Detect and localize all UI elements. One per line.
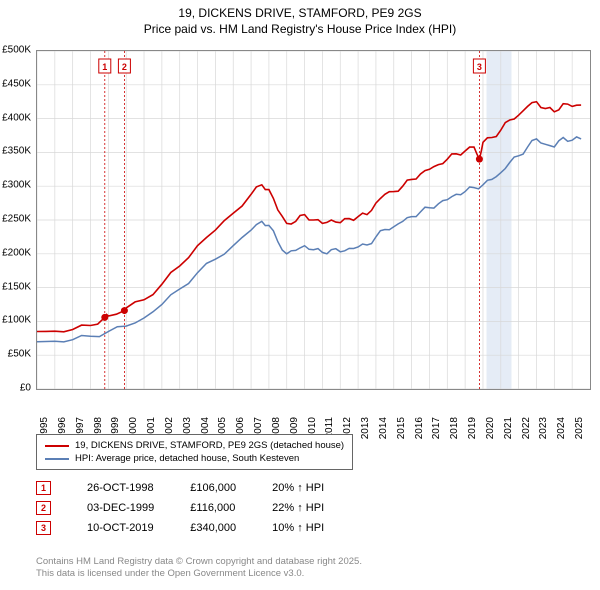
event-delta: 20% ↑ HPI xyxy=(272,478,360,498)
event-row: 3 10-OCT-2019 £340,000 10% ↑ HPI xyxy=(36,518,360,538)
x-axis-label: 2017 xyxy=(431,417,442,439)
svg-text:2: 2 xyxy=(122,62,127,72)
event-date: 10-OCT-2019 xyxy=(87,518,190,538)
y-axis-label: £350K xyxy=(0,146,31,157)
x-axis-label: 2014 xyxy=(378,417,389,439)
x-axis-label: 2013 xyxy=(360,417,371,439)
event-marker: 2 xyxy=(36,501,51,515)
x-axis-label: 2023 xyxy=(538,417,549,439)
event-price: £116,000 xyxy=(190,498,272,518)
legend: 19, DICKENS DRIVE, STAMFORD, PE9 2GS (de… xyxy=(36,434,353,470)
y-axis-label: £500K xyxy=(0,45,31,56)
legend-swatch xyxy=(45,445,69,447)
x-axis-label: 2025 xyxy=(574,417,585,439)
y-axis-label: £0 xyxy=(0,383,31,394)
chart-container: 19, DICKENS DRIVE, STAMFORD, PE9 2GS Pri… xyxy=(0,0,600,590)
event-marker: 1 xyxy=(36,481,51,495)
x-axis-label: 2019 xyxy=(467,417,478,439)
x-axis-label: 2018 xyxy=(449,417,460,439)
y-axis-label: £450K xyxy=(0,78,31,89)
x-axis-label: 2015 xyxy=(396,417,407,439)
y-axis-label: £100K xyxy=(0,315,31,326)
legend-label: 19, DICKENS DRIVE, STAMFORD, PE9 2GS (de… xyxy=(75,440,344,451)
legend-item: 19, DICKENS DRIVE, STAMFORD, PE9 2GS (de… xyxy=(45,439,344,452)
chart-svg: 1 2 3 xyxy=(37,51,590,389)
x-axis-label: 2016 xyxy=(414,417,425,439)
event-price: £340,000 xyxy=(190,518,272,538)
chart-title: 19, DICKENS DRIVE, STAMFORD, PE9 2GS Pri… xyxy=(0,0,600,37)
event-marker: 3 xyxy=(36,521,51,535)
title-line-1: 19, DICKENS DRIVE, STAMFORD, PE9 2GS xyxy=(178,6,421,20)
event-price: £106,000 xyxy=(190,478,272,498)
y-axis-label: £50K xyxy=(0,349,31,360)
footer-line-2: This data is licensed under the Open Gov… xyxy=(36,568,304,579)
x-axis-label: 2021 xyxy=(503,417,514,439)
event-delta: 10% ↑ HPI xyxy=(272,518,360,538)
x-axis-label: 2024 xyxy=(556,417,567,439)
y-axis-label: £300K xyxy=(0,180,31,191)
legend-label: HPI: Average price, detached house, Sout… xyxy=(75,453,299,464)
footer-line-1: Contains HM Land Registry data © Crown c… xyxy=(36,556,362,567)
event-row: 1 26-OCT-1998 £106,000 20% ↑ HPI xyxy=(36,478,360,498)
x-axis-label: 2022 xyxy=(521,417,532,439)
title-line-2: Price paid vs. HM Land Registry's House … xyxy=(144,22,456,36)
svg-text:3: 3 xyxy=(477,62,482,72)
x-axis-label: 2020 xyxy=(485,417,496,439)
legend-swatch xyxy=(45,458,69,460)
y-axis-label: £400K xyxy=(0,112,31,123)
event-delta: 22% ↑ HPI xyxy=(272,498,360,518)
y-axis-label: £200K xyxy=(0,247,31,258)
events-table: 1 26-OCT-1998 £106,000 20% ↑ HPI 2 03-DE… xyxy=(36,478,360,538)
event-date: 03-DEC-1999 xyxy=(87,498,190,518)
plot-surface: 1 2 3 xyxy=(36,50,591,390)
svg-text:1: 1 xyxy=(102,62,107,72)
event-row: 2 03-DEC-1999 £116,000 22% ↑ HPI xyxy=(36,498,360,518)
y-axis-label: £250K xyxy=(0,214,31,225)
y-axis-label: £150K xyxy=(0,281,31,292)
legend-item: HPI: Average price, detached house, Sout… xyxy=(45,452,344,465)
event-date: 26-OCT-1998 xyxy=(87,478,190,498)
footer: Contains HM Land Registry data © Crown c… xyxy=(36,556,362,581)
chart-area: 123 £0£50K£100K£150K£200K£250K£300K£350K… xyxy=(36,50,591,390)
